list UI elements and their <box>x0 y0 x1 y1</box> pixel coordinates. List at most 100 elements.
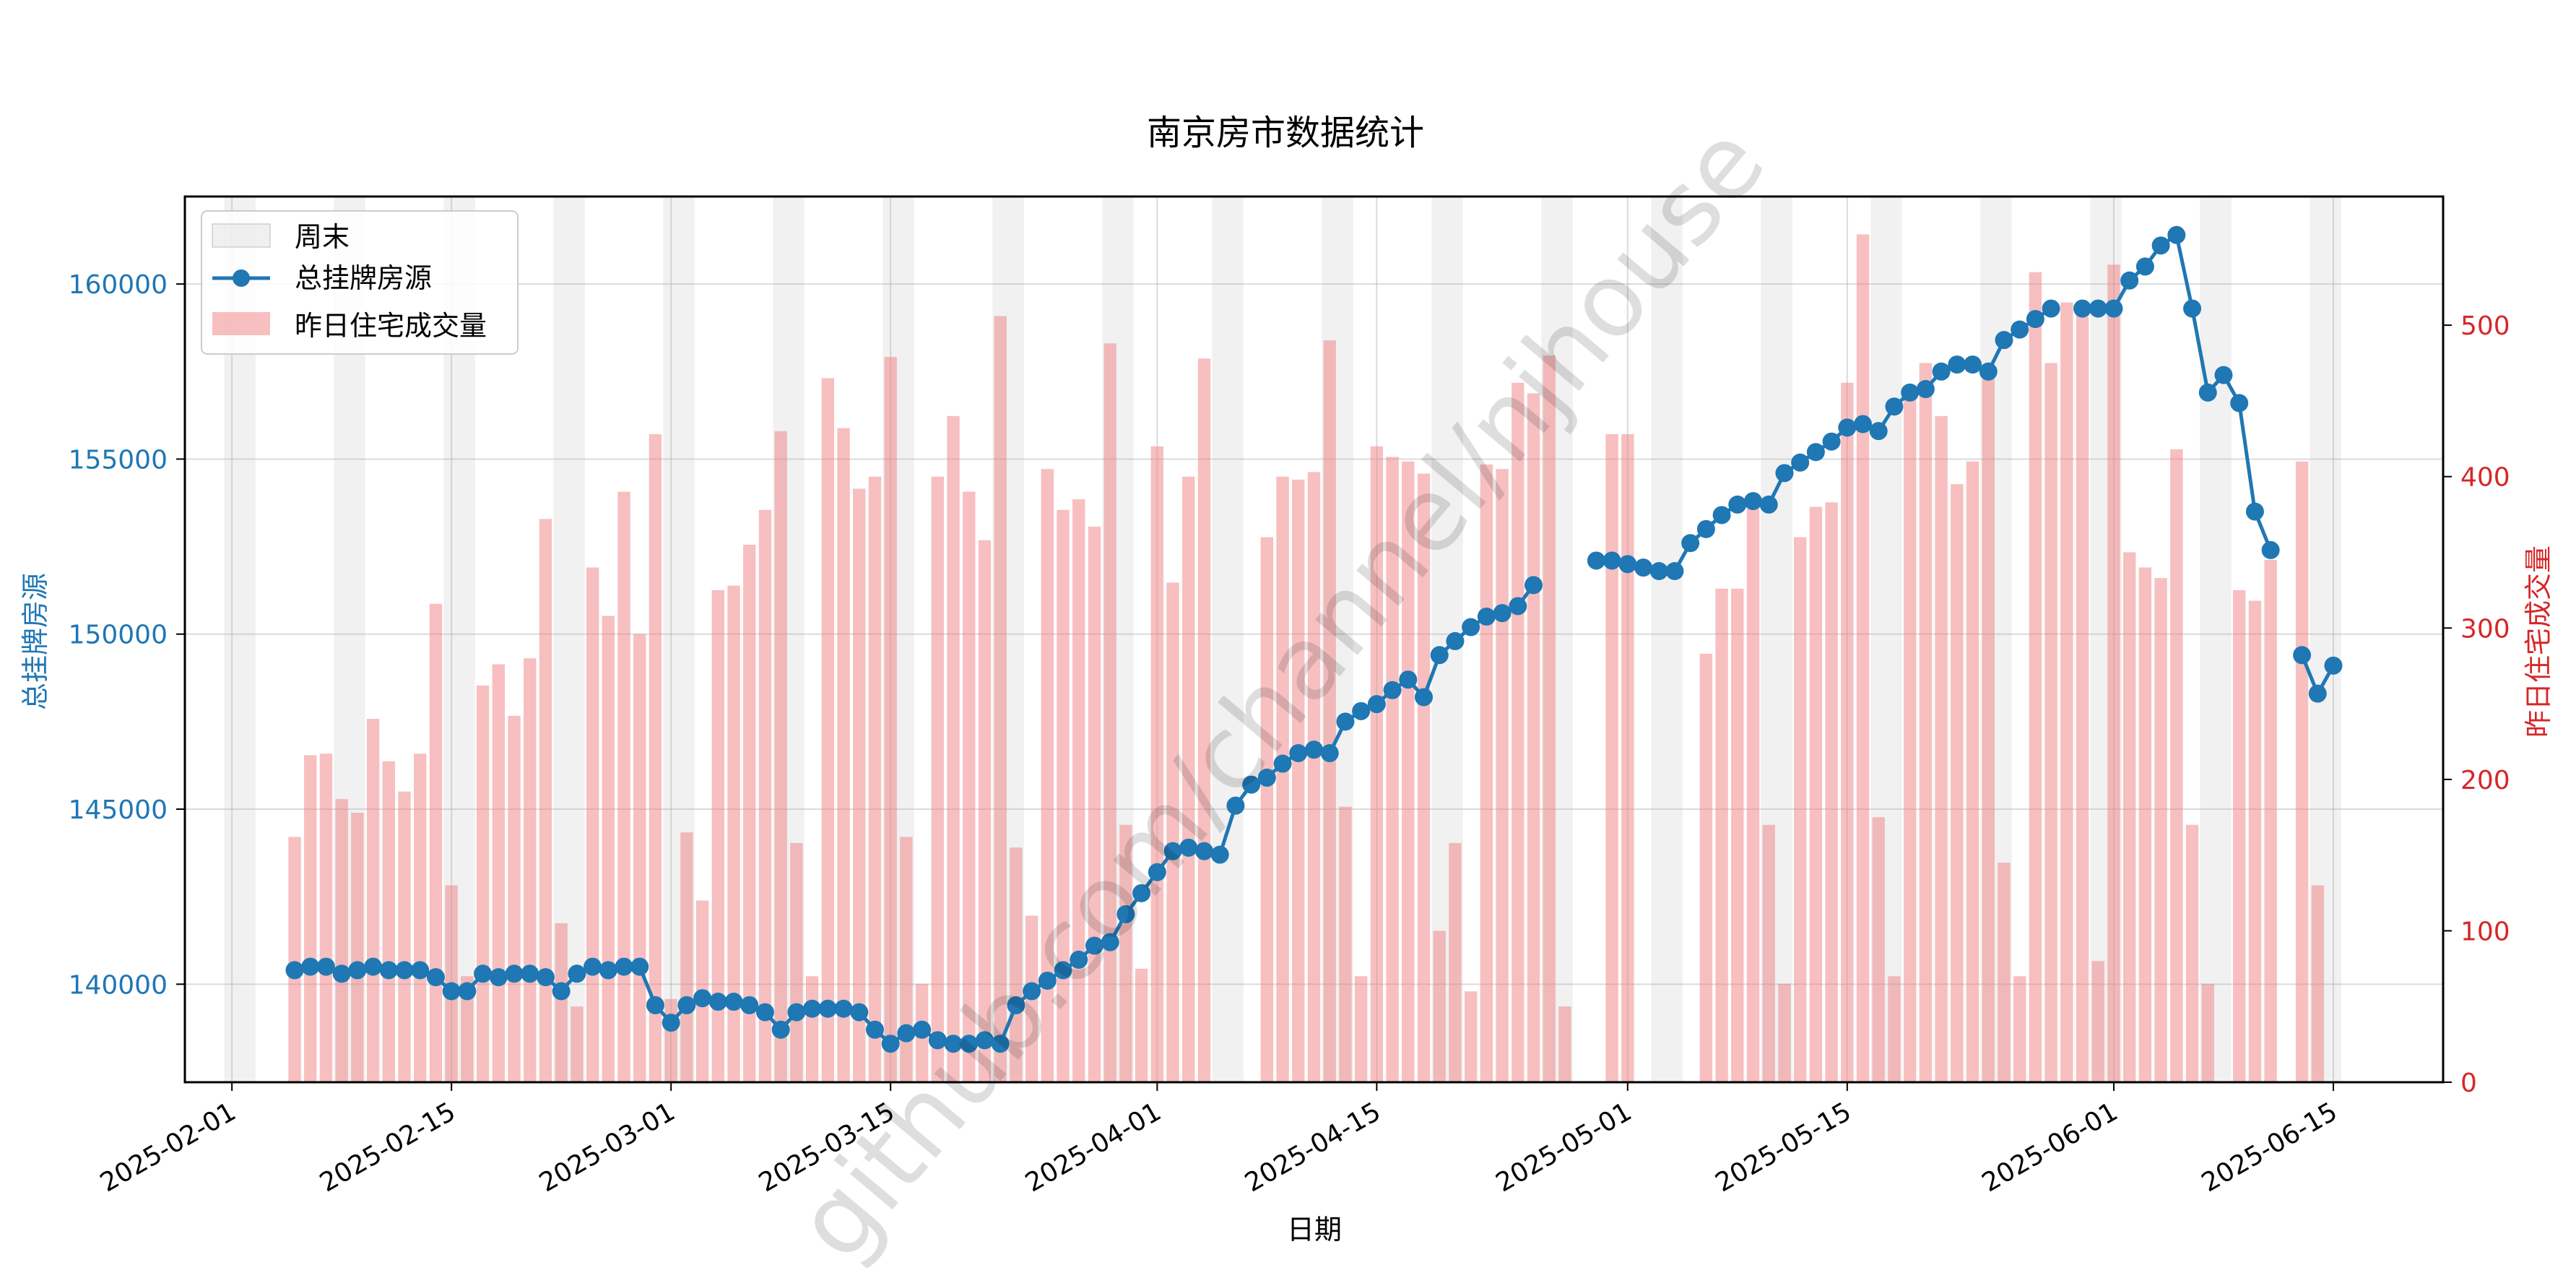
series-point <box>630 957 649 976</box>
series-point <box>1759 495 1778 514</box>
series-point <box>568 964 586 983</box>
x-axis-label: 日期 <box>1287 1214 1342 1245</box>
series-point <box>364 957 383 976</box>
series-point <box>1101 933 1119 951</box>
series-point <box>348 961 367 980</box>
bar <box>649 434 662 1082</box>
series-point <box>724 993 743 1011</box>
series-point <box>442 982 461 1001</box>
series-point <box>1085 936 1103 955</box>
bar <box>1778 983 1791 1082</box>
bar <box>1386 457 1399 1082</box>
series-point <box>1242 775 1261 794</box>
series-point <box>1493 604 1512 623</box>
series-point <box>1430 646 1449 665</box>
bar <box>366 719 380 1082</box>
series-point <box>991 1035 1010 1053</box>
bar <box>2013 976 2026 1082</box>
y-axis-label-right: 昨日住宅成交量 <box>2523 545 2554 738</box>
bar <box>2264 559 2277 1082</box>
legend-swatch-marker <box>233 269 250 287</box>
bar <box>1323 340 1336 1083</box>
bar <box>1809 506 1823 1082</box>
bar <box>837 428 850 1082</box>
bar <box>1370 446 1384 1082</box>
series-point <box>1822 432 1841 451</box>
series-point <box>1070 950 1088 969</box>
bar <box>288 837 301 1082</box>
bar <box>805 976 819 1082</box>
series-point <box>332 964 351 983</box>
series-point <box>944 1035 963 1053</box>
series-point <box>2026 310 2044 329</box>
bar <box>1276 476 1289 1082</box>
series-point <box>2167 225 2186 244</box>
series-point <box>1665 562 1684 581</box>
series-point <box>881 1035 900 1053</box>
series-point <box>2245 502 2264 521</box>
series-point <box>2261 540 2280 559</box>
series-point <box>316 957 335 976</box>
bar <box>1135 968 1148 1082</box>
series-point <box>2135 257 2154 276</box>
series-point <box>1775 464 1794 483</box>
series-point <box>1462 618 1480 636</box>
series-point <box>755 1003 774 1022</box>
series-point <box>2214 366 2233 384</box>
series-point <box>740 996 759 1014</box>
bar <box>664 998 677 1082</box>
bar <box>2123 552 2136 1082</box>
bar <box>1982 375 1995 1082</box>
y-tick-label-right: 200 <box>2460 766 2510 795</box>
bar <box>1339 806 1352 1082</box>
bar <box>727 585 740 1082</box>
bar <box>429 603 443 1082</box>
bar <box>884 357 897 1083</box>
y-tick-label-left: 160000 <box>69 270 168 300</box>
series-point <box>2230 394 2249 413</box>
bar <box>555 923 568 1082</box>
series-point <box>301 957 320 976</box>
series-point <box>1838 418 1857 437</box>
series-point <box>1979 362 1998 381</box>
series-point <box>1289 743 1308 762</box>
series-point <box>1885 397 1904 416</box>
bar <box>978 540 992 1082</box>
chart-title: 南京房市数据统计 <box>1147 113 1424 153</box>
series-point <box>928 1031 947 1050</box>
series-point <box>2198 383 2217 402</box>
bar <box>382 761 395 1082</box>
series-point <box>1132 884 1151 902</box>
series-point <box>803 999 822 1018</box>
y-tick-label-right: 100 <box>2460 917 2510 946</box>
bar <box>1762 824 1775 1082</box>
bar <box>994 316 1007 1082</box>
series-point <box>1696 519 1715 538</box>
bar <box>1856 234 1870 1082</box>
series-point <box>285 961 304 980</box>
series-point <box>615 957 633 976</box>
series-point <box>395 961 414 980</box>
bar <box>461 976 474 1082</box>
bar <box>1010 847 1023 1082</box>
series-point <box>865 1020 884 1039</box>
bar <box>2138 567 2152 1082</box>
bar <box>539 519 552 1082</box>
bar <box>571 1006 584 1082</box>
legend-swatch-bar <box>212 312 270 335</box>
bar <box>1746 494 1760 1082</box>
bar <box>1057 509 1070 1082</box>
series-point <box>1446 631 1465 650</box>
y-tick-label-right: 300 <box>2460 614 2510 644</box>
series-point <box>1148 863 1166 881</box>
series-point <box>960 1035 979 1053</box>
bar <box>2076 310 2089 1083</box>
bar <box>1605 434 1618 1082</box>
bar <box>1119 824 1132 1082</box>
series-point <box>1116 904 1135 923</box>
series-point <box>2151 236 2170 255</box>
bar <box>2311 885 2324 1082</box>
series-point <box>1305 741 1323 759</box>
bar <box>2248 600 2262 1082</box>
series-point <box>693 989 712 1008</box>
